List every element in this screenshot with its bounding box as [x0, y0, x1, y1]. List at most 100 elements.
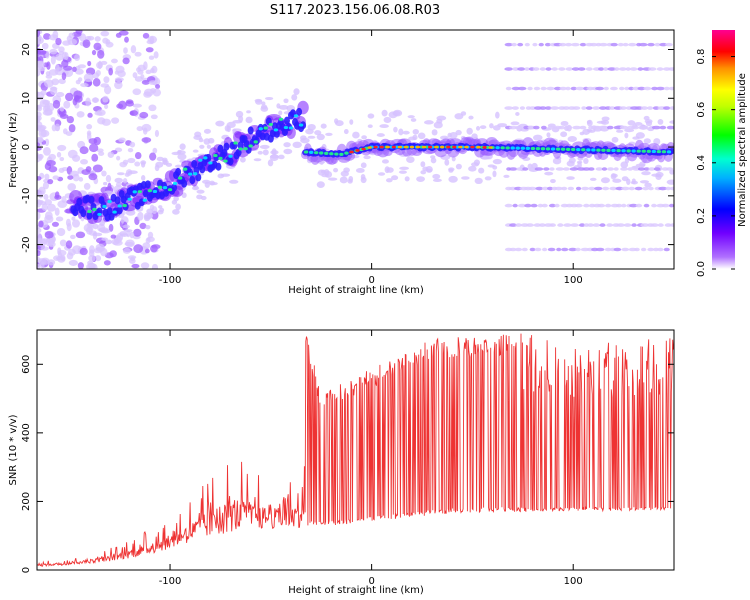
spectrogram-harmonic-band — [615, 203, 623, 208]
spectrogram-harmonic-band — [542, 247, 548, 252]
spectrogram-speckle — [94, 255, 102, 262]
spectrogram-harmonic-band — [526, 223, 535, 227]
spectrogram-speckle — [376, 133, 385, 138]
spectrogram-speckle — [145, 224, 151, 230]
spectrogram-speckle — [103, 76, 110, 84]
spectrogram-speckle — [560, 121, 569, 126]
spectrogram-ridge-highlight — [177, 176, 183, 180]
spectrogram-speckle — [117, 172, 125, 176]
spectrogram-ridge-core — [189, 175, 196, 184]
spectrogram-speckle — [334, 118, 339, 124]
spectrogram-speckle — [145, 69, 152, 75]
spectrogram-speckle — [95, 243, 105, 252]
spectrogram-harmonic-band — [592, 106, 601, 110]
spectrogram-speckle — [388, 111, 398, 119]
spectrogram-speckle — [54, 191, 60, 199]
spectrogram-harmonic-band — [592, 223, 601, 227]
spectrogram-speckle — [119, 231, 127, 236]
spectrogram-harmonic-band — [512, 203, 518, 208]
spectrogram-speckle — [40, 246, 49, 251]
spectrogram-harmonic-band — [661, 203, 670, 208]
spectrogram-speckle — [355, 167, 365, 173]
spectrogram-speckle — [632, 136, 640, 140]
spectrogram-harmonic-band — [598, 125, 607, 130]
spectrogram-speckle — [444, 159, 450, 166]
snr-x-axis-label: Height of straight line (km) — [288, 585, 424, 596]
spectrogram-speckle — [139, 111, 149, 119]
spectrogram-harmonic-band — [647, 247, 655, 252]
spectrogram-ridge-highlight — [606, 148, 611, 152]
spectrogram-ridge-highlight — [611, 148, 616, 153]
spectrogram-speckle — [41, 203, 48, 211]
spectrogram-ridge-highlight — [455, 145, 460, 149]
spectrogram-harmonic-band — [643, 125, 649, 130]
spectrogram-speckle — [367, 113, 375, 119]
spectrogram-speckle — [85, 166, 92, 173]
spectrogram-speckle — [253, 158, 262, 162]
spectrogram-speckle — [73, 90, 83, 100]
spectrogram-ridge-core — [80, 209, 87, 218]
spectrogram-speckle — [45, 211, 53, 220]
spectrogram-speckle — [134, 161, 141, 167]
spectrogram-speckle — [37, 176, 42, 181]
spectrogram-harmonic-band — [550, 106, 560, 110]
spectrogram-harmonic-band — [629, 67, 638, 71]
snr-marks — [37, 333, 674, 567]
spectrogram-speckle — [412, 128, 419, 135]
spectrogram-harmonic-band — [567, 186, 575, 191]
spectrogram-y-tick-label: 20 — [21, 43, 32, 56]
spectrogram-ridge-highlight — [132, 190, 137, 194]
spectrogram-speckle — [37, 104, 43, 112]
spectrogram-speckle — [143, 61, 148, 71]
spectrogram-speckle — [610, 173, 617, 180]
spectrogram-ridge-core — [114, 196, 121, 205]
spectrogram-harmonic-band — [652, 247, 659, 252]
spectrogram-speckle — [410, 118, 417, 122]
spectrogram-speckle — [37, 30, 41, 37]
spectrogram-harmonic-band — [580, 247, 590, 252]
spectrogram-ridge-highlight — [616, 148, 621, 153]
snr-y-tick-label: 0 — [21, 567, 32, 573]
spectrogram-speckle — [239, 156, 246, 163]
spectrogram-harmonic-band — [514, 125, 523, 130]
spectrogram-harmonic-band — [530, 203, 538, 208]
spectrogram-speckle — [641, 171, 651, 176]
spectrogram-speckle — [55, 64, 60, 72]
spectrogram-speckle — [154, 129, 160, 138]
spectrogram-harmonic-band — [569, 167, 579, 171]
spectrogram-speckle — [145, 47, 154, 53]
snr-series-line — [37, 333, 674, 567]
spectrogram-ridge-core — [296, 107, 303, 116]
spectrogram-harmonic-band — [554, 186, 563, 191]
spectrogram-harmonic-band — [637, 67, 644, 71]
spectrogram-speckle — [37, 142, 41, 147]
spectrogram-harmonic-band — [656, 86, 665, 91]
spectrogram-speckle — [145, 237, 151, 244]
spectrogram-speckle — [79, 247, 88, 256]
spectrogram-speckle — [339, 176, 348, 184]
spectrogram-speckle — [47, 203, 56, 212]
spectrogram-speckle — [206, 144, 211, 149]
spectrogram-speckle — [579, 131, 585, 136]
spectrogram-speckle — [97, 49, 105, 59]
spectrogram-ridge-highlight — [344, 151, 349, 155]
spectrogram-harmonic-band — [622, 42, 629, 47]
spectrogram-ridge-highlight — [560, 147, 566, 151]
spectrogram-speckle — [59, 113, 69, 119]
spectrogram-ridge-highlight — [107, 199, 112, 204]
spectrogram-speckle — [56, 92, 65, 98]
spectrogram-harmonic-band — [653, 167, 661, 171]
spectrogram-ridge-highlight — [495, 146, 500, 150]
spectrogram-frame — [36, 29, 675, 270]
spectrogram-marks — [37, 30, 674, 269]
spectrogram-harmonic-band — [504, 42, 513, 47]
spectrogram-speckle — [37, 60, 45, 68]
spectrogram-ridge-core — [175, 167, 182, 176]
spectrogram-speckle — [47, 178, 54, 185]
spectrogram-speckle — [101, 237, 108, 241]
spectrogram-speckle — [109, 250, 117, 258]
spectrogram-ridge-peak — [415, 145, 421, 149]
spectrogram-harmonic-band — [517, 67, 526, 71]
spectrogram-speckle — [172, 209, 180, 215]
spectrogram-ridge-highlight — [142, 198, 148, 202]
